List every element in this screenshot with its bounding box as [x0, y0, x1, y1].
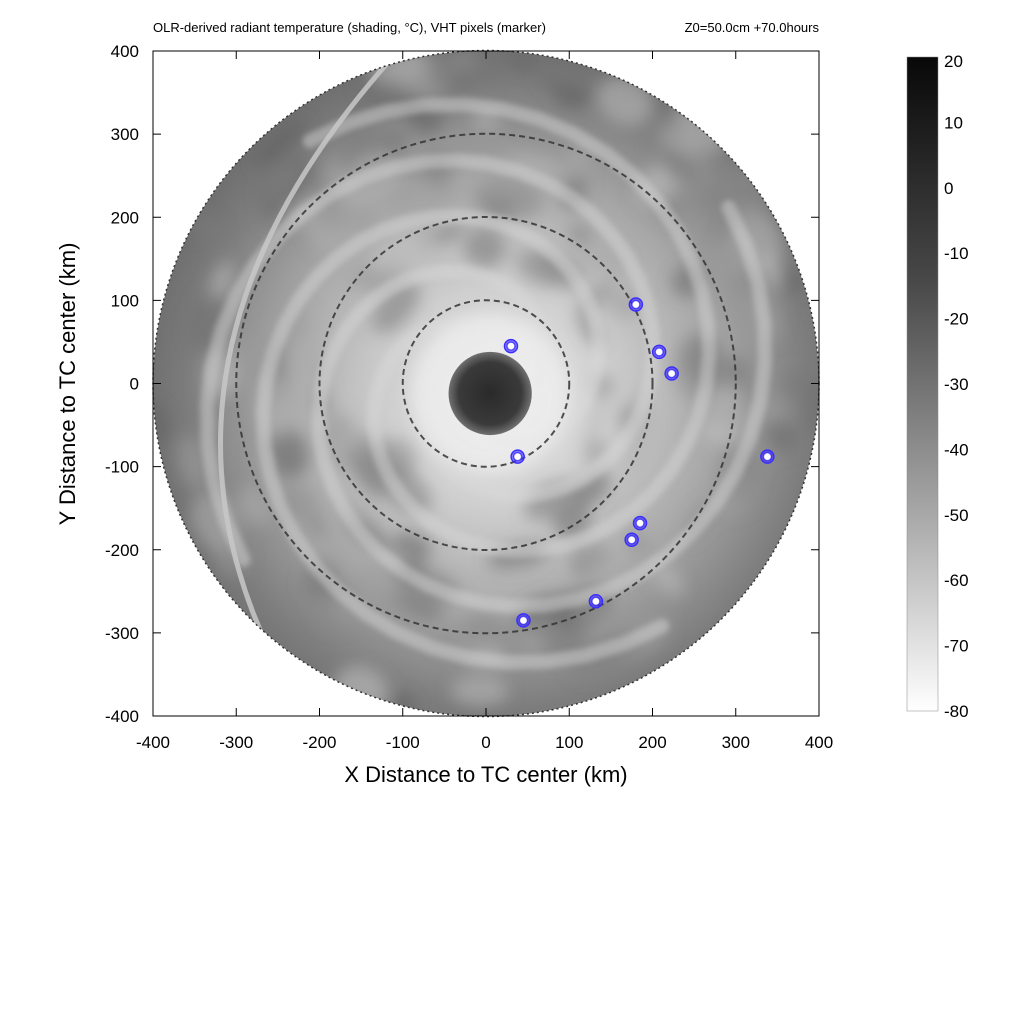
x-tick-label: -300: [219, 733, 253, 752]
vht-marker: [624, 532, 639, 548]
x-tick-label: 200: [638, 733, 666, 752]
vht-marker: [516, 613, 531, 628]
y-tick-label: 100: [111, 291, 139, 310]
colorbar-tick-label: -10: [944, 244, 969, 263]
y-tick-label: -400: [105, 707, 139, 726]
vht-marker: [760, 449, 775, 464]
eye: [448, 351, 532, 436]
range-ring: [235, 132, 737, 635]
colorbar-tick-label: -60: [944, 571, 969, 590]
colorbar-ticks: 20 10 0 -10 -20 -30 -40 -50 -60 -70 -80: [944, 52, 969, 721]
range-ring: [318, 216, 654, 551]
x-tick-label: -200: [302, 733, 336, 752]
chart-title: OLR-derived radiant temperature (shading…: [153, 20, 546, 35]
axis-ticks: -400 -300 -200 -100 0 100 200 300 400 -400 -300 -20…: [105, 42, 833, 752]
vht-marker: [664, 366, 679, 381]
colorbar-tick-label: -70: [944, 637, 969, 656]
x-tick-label: 100: [555, 733, 583, 752]
x-axis-label: X Distance to TC center (km): [344, 762, 627, 787]
vht-marker: [632, 515, 648, 531]
x-tick-label: -400: [136, 733, 170, 752]
chart-subtitle: Z0=50.0cm +70.0hours: [685, 20, 820, 35]
vht-marker: [651, 344, 667, 360]
swath-edge: [218, 53, 397, 634]
storm-image: [153, 50, 819, 717]
colorbar-tick-label: 10: [944, 113, 963, 132]
colorbar: [906, 56, 939, 712]
y-tick-label: -200: [105, 541, 139, 560]
colorbar-tick-label: 20: [944, 52, 963, 71]
y-tick-label: 300: [111, 125, 139, 144]
x-tick-label: 0: [481, 733, 490, 752]
vht-marker: [588, 594, 604, 609]
y-tick-label: -300: [105, 624, 139, 643]
range-ring: [401, 299, 571, 468]
y-tick-label: -100: [105, 458, 139, 477]
y-axis-label: Y Distance to TC center (km): [55, 243, 80, 526]
colorbar-tick-label: -40: [944, 440, 969, 459]
vht-marker: [628, 297, 644, 312]
vht-marker: [510, 449, 525, 464]
x-tick-label: 300: [722, 733, 750, 752]
y-tick-label: 0: [130, 375, 139, 394]
y-tick-label: 400: [111, 42, 139, 61]
colorbar-tick-label: -20: [944, 310, 969, 329]
colorbar-tick-label: 0: [944, 179, 953, 198]
vht-markers: [503, 297, 775, 628]
colorbar-tick-label: -50: [944, 506, 969, 525]
x-tick-label: 400: [805, 733, 833, 752]
colorbar-tick-label: -30: [944, 375, 969, 394]
x-tick-label: -100: [386, 733, 420, 752]
y-tick-label: 200: [111, 208, 139, 227]
vht-marker: [503, 338, 519, 354]
colorbar-tick-label: -80: [944, 702, 969, 721]
